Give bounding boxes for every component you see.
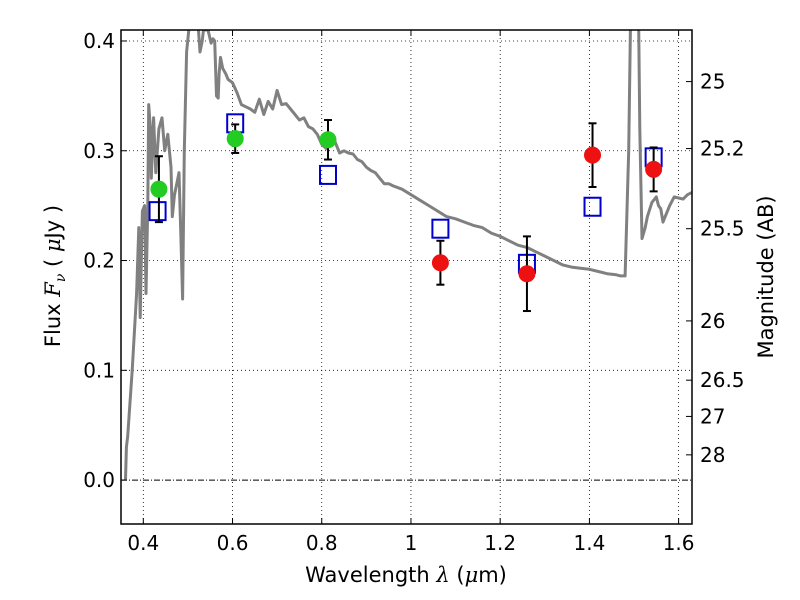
x-tick-label: 1.6 xyxy=(663,531,695,555)
model-square-marker xyxy=(148,201,167,222)
y2-axis-title: Magnitude (AB) xyxy=(754,195,778,358)
model-square-marker xyxy=(318,164,337,185)
x-axis-title: Wavelength λ (μm) xyxy=(305,563,507,587)
green-data-point xyxy=(150,180,168,198)
red-data-point xyxy=(584,146,602,164)
x-tick-label: 0.8 xyxy=(306,531,338,555)
green-data-point xyxy=(319,131,337,149)
y-tick-label: 0.2 xyxy=(83,249,115,273)
model-square-marker xyxy=(431,218,450,239)
red-data-point xyxy=(431,254,449,272)
x-tick-label: 0.4 xyxy=(127,531,159,555)
data-markers xyxy=(148,113,663,313)
plot-frame xyxy=(120,29,693,525)
model-square-marker xyxy=(583,196,602,217)
x-tick-label: 0.6 xyxy=(217,531,249,555)
y2-tick-label: 25.5 xyxy=(700,217,745,241)
model-spectrum-line xyxy=(124,30,692,481)
y2-tick-label: 25 xyxy=(700,70,725,94)
x-tick-label: 1.4 xyxy=(573,531,605,555)
y-tick-label: 0.4 xyxy=(83,29,115,53)
axis-ticks: 0.4 0.6 0.8 1 1.2 1.4 1.6 0.0 0.1 0.2 0.3 0.4 25 25.2… xyxy=(83,29,744,555)
y2-tick-label: 26 xyxy=(700,309,725,333)
y2-tick-label: 27 xyxy=(700,404,725,428)
green-data-point xyxy=(226,130,244,148)
x-tick-label: 1.2 xyxy=(484,531,516,555)
y-axis-title: Flux Fν ( μJy ) xyxy=(41,205,69,347)
red-data-point xyxy=(645,160,663,178)
red-data-point xyxy=(518,265,536,283)
x-tick-label: 1 xyxy=(405,531,418,555)
y-tick-label: 0.0 xyxy=(83,468,115,492)
y2-tick-label: 26.5 xyxy=(700,368,745,392)
y2-tick-label: 28 xyxy=(700,443,725,467)
y-tick-label: 0.1 xyxy=(83,358,115,382)
plot-area xyxy=(121,30,692,524)
y-tick-label: 0.3 xyxy=(83,139,115,163)
y2-tick-label: 25.2 xyxy=(700,137,745,161)
